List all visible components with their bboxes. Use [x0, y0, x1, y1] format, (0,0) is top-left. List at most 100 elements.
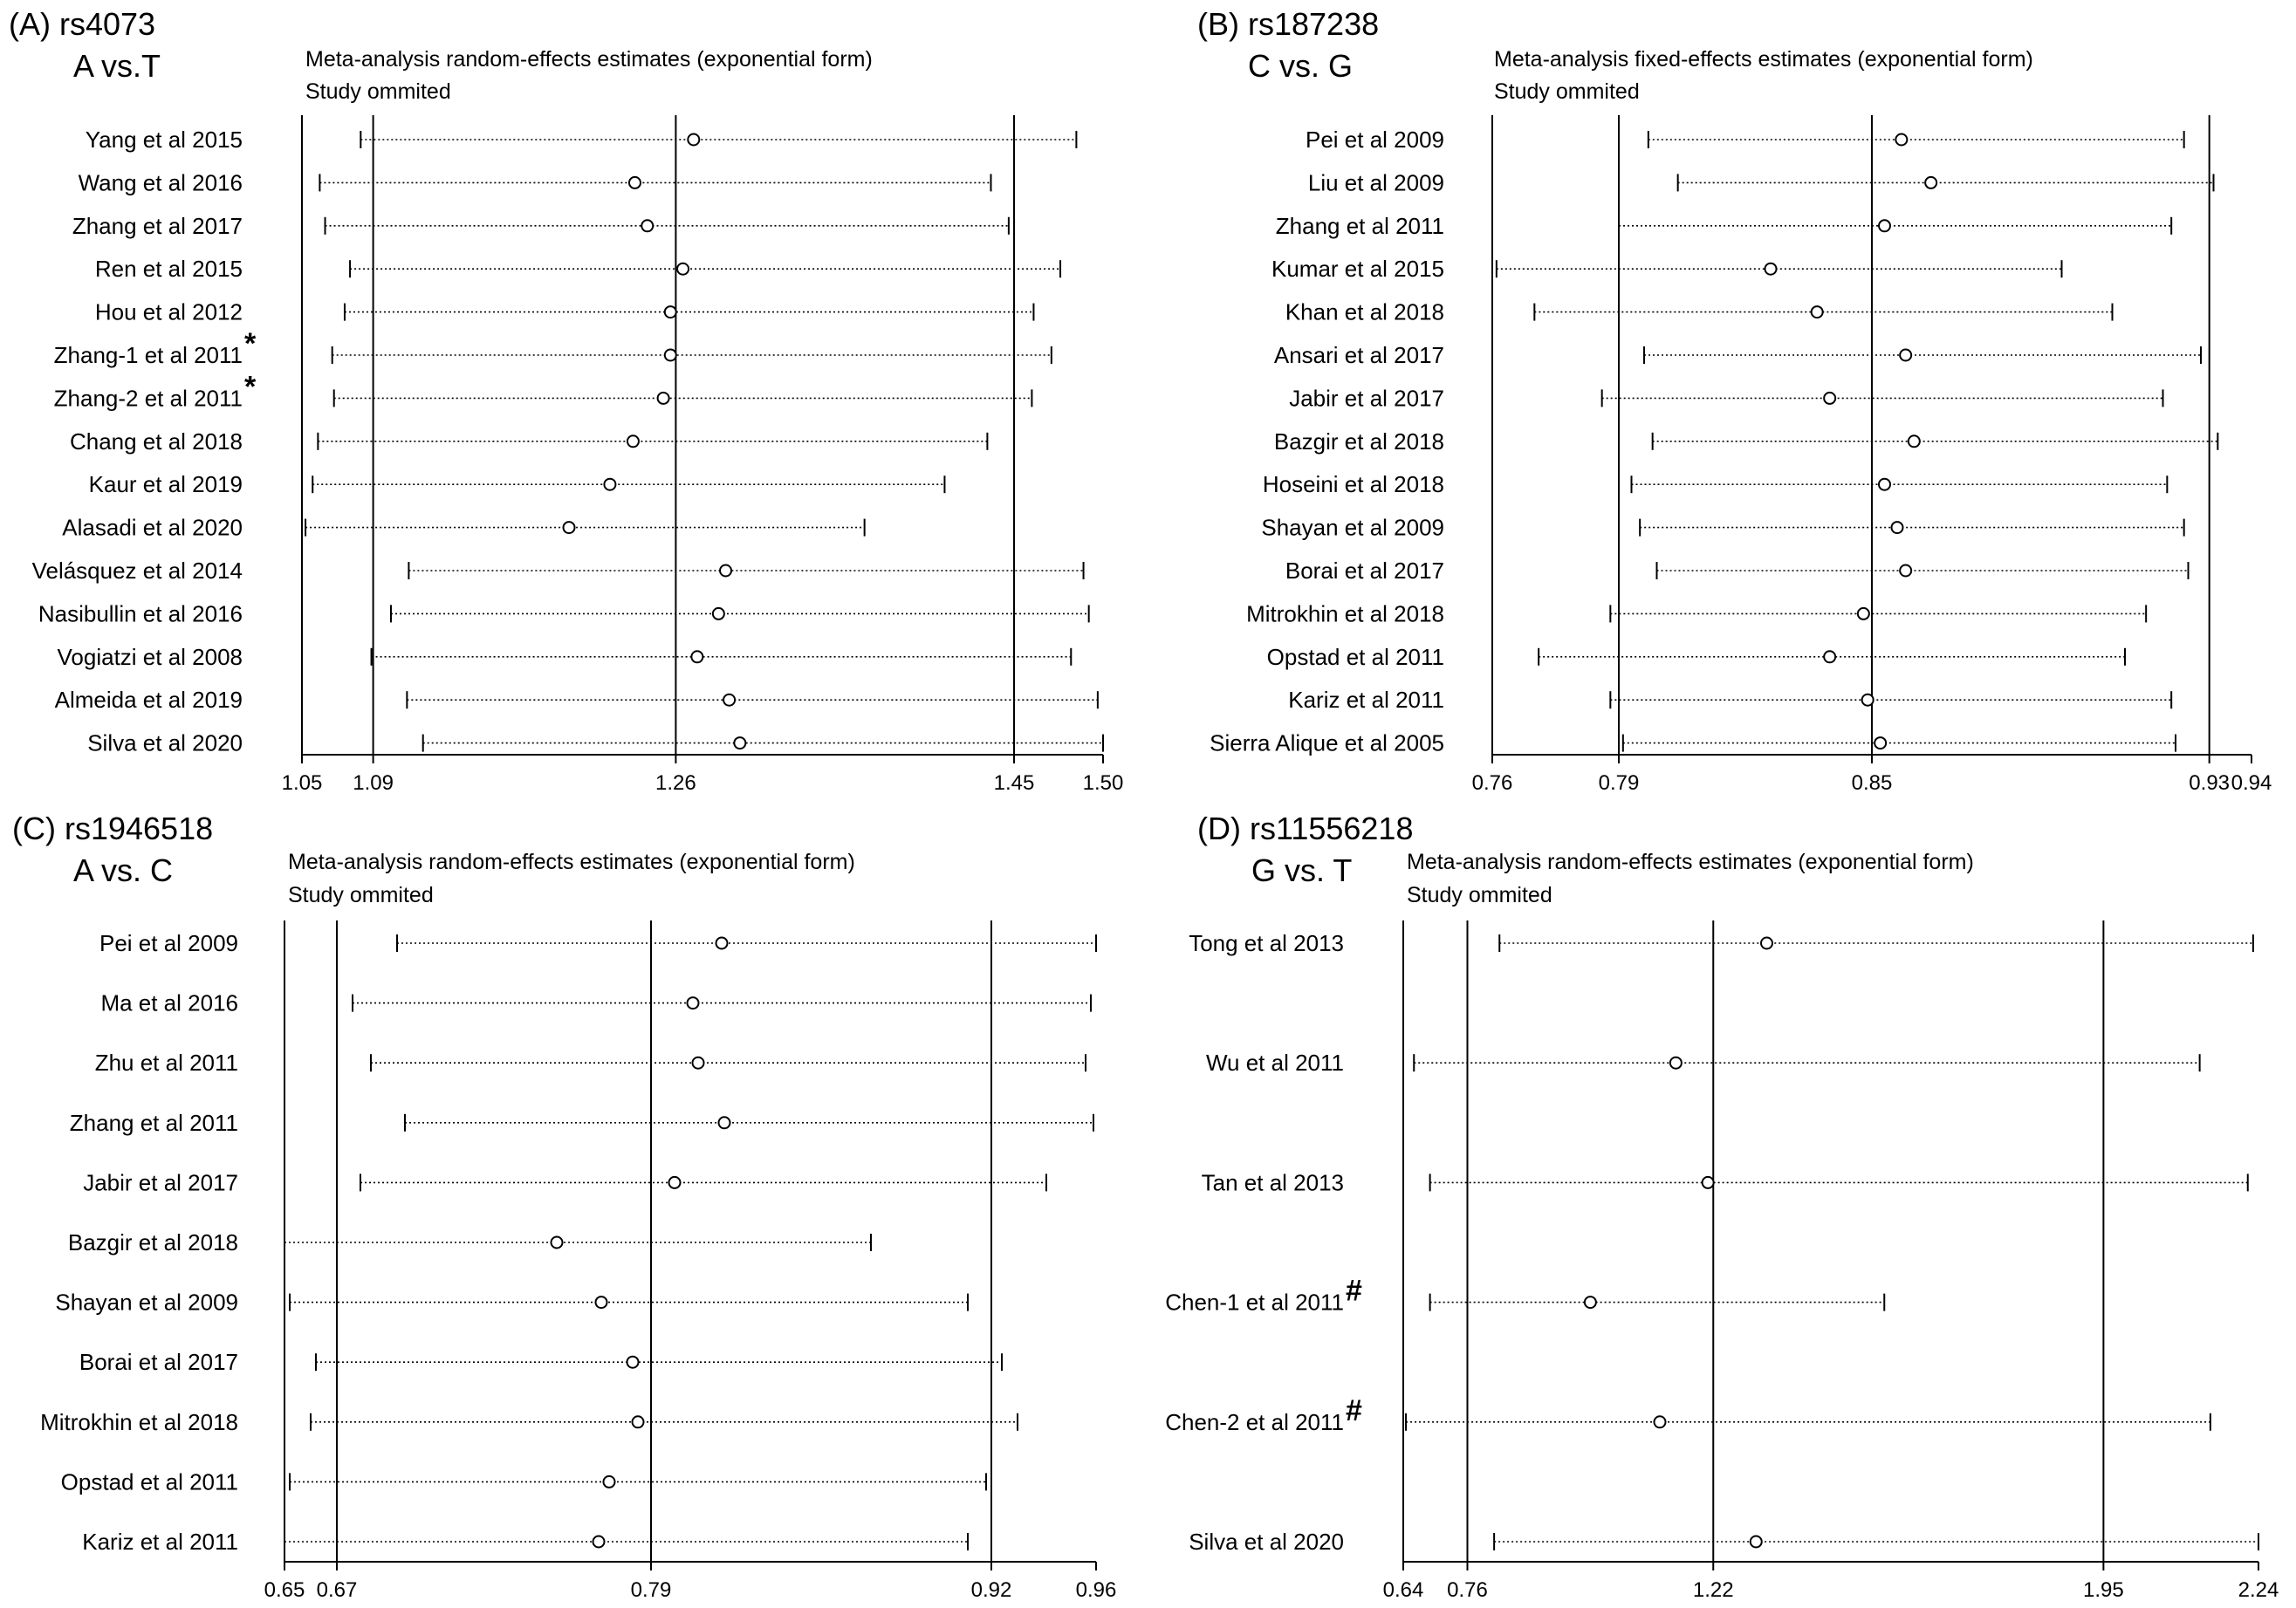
point-estimate-marker — [1861, 693, 1874, 707]
x-tick-label: 0.93 — [2189, 771, 2230, 795]
study-label: Borai et al 2017 — [79, 1349, 238, 1375]
point-estimate-marker — [1907, 435, 1921, 448]
point-estimate-marker — [1583, 1296, 1597, 1310]
study-label: Shayan et al 2009 — [1261, 515, 1444, 541]
point-estimate-marker — [562, 521, 576, 535]
study-label: Wang et al 2016 — [79, 169, 243, 195]
point-estimate-marker — [626, 1355, 640, 1369]
point-estimate-marker — [715, 936, 729, 950]
study-footnote-mark: # — [1346, 1394, 1362, 1427]
x-tick-label: 0.79 — [631, 1578, 672, 1602]
x-tick-label: 2.24 — [2238, 1578, 2279, 1602]
point-estimate-marker — [592, 1535, 606, 1549]
x-tick-label: 1.26 — [655, 771, 696, 795]
point-estimate-marker — [1653, 1415, 1667, 1429]
panel-c-comparison: A vs. C — [73, 852, 173, 888]
point-estimate-marker — [1878, 219, 1891, 233]
panel-b: (B) rs187238 C vs. G Meta-analysis fixed… — [1197, 6, 2272, 795]
panel-d-label: (D) rs11556218 — [1197, 811, 1413, 846]
x-tick-label: 1.09 — [353, 771, 394, 795]
study-label: Chen-2 et al 2011 — [1165, 1409, 1344, 1435]
panel-a-subtitle: Study ommited — [305, 79, 451, 104]
x-tick-label: 1.22 — [1693, 1578, 1734, 1602]
study-label: Khan et al 2018 — [1285, 299, 1444, 325]
point-estimate-marker — [1669, 1056, 1683, 1070]
study-label: Kaur et al 2019 — [89, 471, 243, 497]
study-label: Pei et al 2009 — [1306, 127, 1444, 153]
point-estimate-marker — [690, 650, 704, 664]
point-estimate-marker — [1895, 133, 1909, 147]
study-label: Opstad et al 2011 — [1267, 644, 1444, 670]
panel-c-label: (C) rs1946518 — [12, 811, 213, 846]
study-label: Kariz et al 2011 — [82, 1529, 238, 1555]
point-estimate-marker — [1899, 564, 1913, 578]
point-estimate-marker — [602, 1475, 616, 1488]
panel-c: (C) rs1946518 A vs. C Meta-analysis rand… — [12, 811, 1116, 1602]
panel-a: (A) rs4073 A vs.T Meta-analysis random-e… — [9, 6, 1123, 795]
study-label: Zhang et al 2011 — [70, 1110, 238, 1136]
study-footnote-mark: * — [244, 370, 257, 403]
study-label: Ma et al 2016 — [100, 990, 238, 1016]
study-label: Mitrokhin et al 2018 — [40, 1409, 238, 1435]
study-label: Kariz et al 2011 — [1288, 687, 1444, 713]
x-tick-label: 0.79 — [1599, 771, 1640, 795]
point-estimate-marker — [687, 133, 701, 147]
panel-a-comparison: A vs.T — [73, 48, 161, 84]
study-label: Shayan et al 2009 — [55, 1290, 238, 1316]
study-label: Jabir et al 2017 — [1289, 385, 1444, 411]
point-estimate-marker — [594, 1296, 608, 1310]
x-tick-label: 1.45 — [994, 771, 1035, 795]
study-label: Velásquez et al 2014 — [32, 558, 243, 584]
point-estimate-marker — [550, 1235, 564, 1249]
study-label: Vogiatzi et al 2008 — [58, 644, 243, 670]
study-label: Nasibullin et al 2016 — [38, 600, 243, 626]
study-label: Chang et al 2018 — [70, 428, 243, 455]
study-footnote-mark: * — [244, 327, 257, 360]
x-tick-label: 1.05 — [282, 771, 323, 795]
point-estimate-marker — [1764, 262, 1778, 276]
x-tick-label: 0.96 — [1076, 1578, 1117, 1602]
x-tick-label: 0.76 — [1472, 771, 1513, 795]
study-label: Ansari et al 2017 — [1274, 342, 1444, 368]
study-label: Mitrokhin et al 2018 — [1246, 600, 1444, 626]
study-label: Pei et al 2009 — [99, 930, 238, 956]
point-estimate-marker — [1924, 175, 1938, 189]
point-estimate-marker — [627, 175, 641, 189]
panel-d-comparison: G vs. T — [1251, 852, 1352, 888]
study-label: Sierra Alique et al 2005 — [1210, 730, 1444, 756]
panel-a-title: Meta-analysis random-effects estimates (… — [305, 47, 873, 72]
x-tick-label: 1.50 — [1083, 771, 1124, 795]
point-estimate-marker — [723, 693, 737, 707]
point-estimate-marker — [668, 1175, 682, 1189]
panel-c-title: Meta-analysis random-effects estimates (… — [288, 850, 855, 874]
panel-b-title: Meta-analysis fixed-effects estimates (e… — [1494, 47, 2033, 72]
study-label: Chen-1 et al 2011 — [1165, 1290, 1344, 1316]
study-label: Kumar et al 2015 — [1271, 256, 1444, 282]
point-estimate-marker — [717, 1116, 731, 1130]
point-estimate-marker — [1890, 521, 1904, 535]
study-label: Zhu et al 2011 — [95, 1050, 238, 1076]
point-estimate-marker — [1899, 348, 1913, 362]
study-label: Opstad et al 2011 — [61, 1468, 238, 1495]
point-estimate-marker — [656, 391, 670, 405]
point-estimate-marker — [1878, 477, 1891, 491]
point-estimate-marker — [663, 348, 677, 362]
study-label: Bazgir et al 2018 — [1274, 428, 1444, 455]
study-label: Almeida et al 2019 — [55, 687, 243, 713]
panel-a-plot: 1.05 1.09 1.26 1.45 1.50 Yang et al 2015 Wang … — [32, 115, 1124, 795]
point-estimate-marker — [603, 477, 617, 491]
point-estimate-marker — [1810, 305, 1824, 319]
study-label: Hoseini et al 2018 — [1263, 471, 1444, 497]
point-estimate-marker — [691, 1056, 705, 1070]
point-estimate-marker — [663, 305, 677, 319]
study-label: Liu et al 2009 — [1308, 169, 1444, 195]
panel-c-plot: 0.65 0.67 0.79 0.92 0.96 Pei et al 2009 Ma et … — [40, 920, 1116, 1602]
point-estimate-marker — [1823, 650, 1837, 664]
study-label: Silva et al 2020 — [1189, 1529, 1344, 1555]
study-label: Borai et al 2017 — [1285, 558, 1444, 584]
study-label: Jabir et al 2017 — [83, 1169, 238, 1195]
study-footnote-mark: # — [1346, 1275, 1362, 1308]
x-tick-label: 0.85 — [1852, 771, 1893, 795]
panel-b-label: (B) rs187238 — [1197, 6, 1379, 42]
